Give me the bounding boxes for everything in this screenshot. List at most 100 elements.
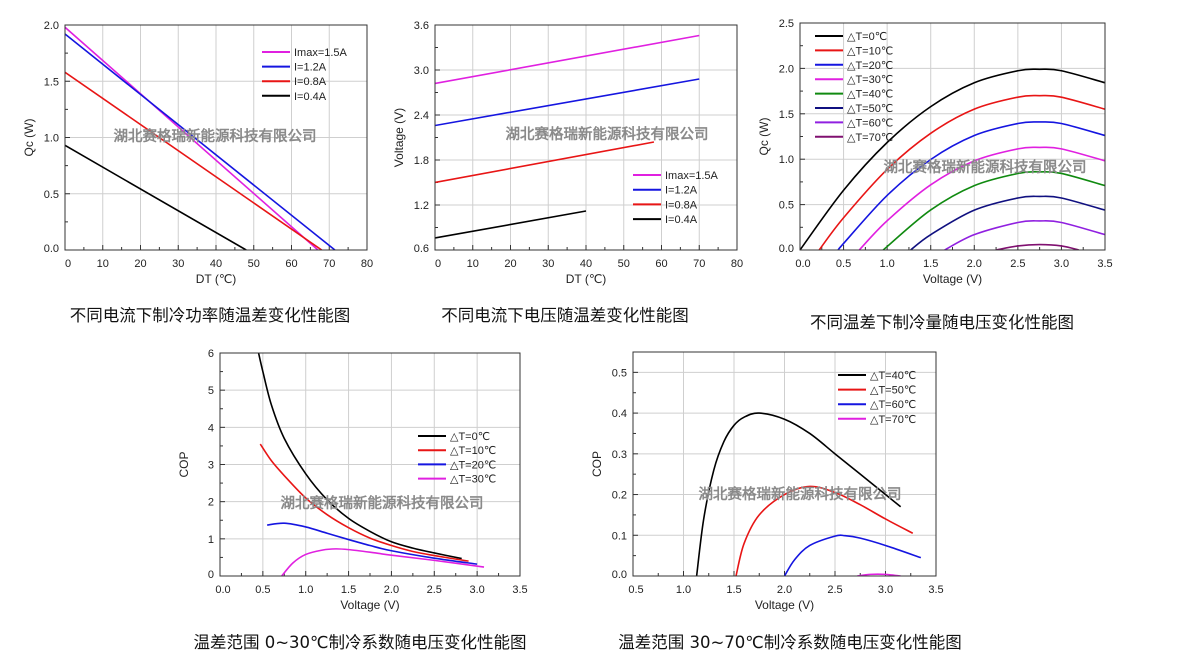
legend-label: I=0.4A [665, 214, 698, 226]
y-tick-label: 1.5 [779, 109, 794, 121]
x-tick-label: 30 [542, 258, 554, 270]
legend-label: I=1.2A [294, 62, 327, 74]
chart-2-caption: 不同电流下电压随温差变化性能图 [441, 306, 689, 325]
y-tick-label: 0.0 [612, 569, 627, 581]
plot-frame [219, 352, 521, 577]
plot-frame [799, 22, 1106, 251]
x-tick-label: 3.5 [928, 584, 943, 596]
x-tick-label: 1.0 [298, 584, 313, 596]
y-tick-label: 0.4 [612, 408, 627, 420]
x-tick-label: 20 [504, 258, 516, 270]
legend-label: △T=30℃ [847, 74, 893, 86]
x-tick-label: 0.5 [628, 584, 643, 596]
chart-1: 0 10 20 30 40 50 60 70 80 0.0 0.5 1.0 1.5 2.0 DT (℃) Qc… [22, 20, 373, 286]
legend-label: Imax=1.5A [294, 47, 348, 59]
legend-label: △T=60℃ [870, 399, 916, 411]
y-tick-label: 1 [208, 534, 214, 546]
legend-label: I=1.2A [665, 185, 698, 197]
y-tick-label: 2.5 [779, 18, 794, 30]
y-axis-label: COP [177, 451, 191, 477]
chart-1-caption: 不同电流下制冷功率随温差变化性能图 [69, 306, 351, 325]
x-tick-label: 3.5 [1097, 258, 1112, 270]
y-tick-label: 2.4 [414, 110, 429, 122]
x-tick-label: 3.0 [1054, 258, 1069, 270]
chart-3-caption: 不同温差下制冷量随电压变化性能图 [810, 313, 1074, 332]
y-tick-label: 0.5 [779, 200, 794, 212]
x-tick-label: 3.0 [878, 584, 893, 596]
y-tick-label: 2.0 [779, 63, 794, 75]
y-axis-label: Qc (W) [22, 119, 36, 157]
legend-label: △T=40℃ [870, 370, 916, 382]
watermark-text: 湖北赛格瑞新能源科技有限公司 [884, 158, 1087, 176]
x-axis-label: Voltage (V) [755, 598, 814, 612]
series-line-4 [858, 146, 1105, 250]
x-tick-label: 80 [361, 258, 373, 270]
x-tick-label: 0 [435, 258, 441, 270]
x-tick-label: 1.0 [676, 584, 691, 596]
series-line-4 [65, 144, 247, 250]
series-line-4 [857, 573, 901, 576]
legend-label: △T=30℃ [450, 474, 496, 486]
series-line-1 [257, 353, 462, 560]
series-line-3 [267, 522, 478, 565]
y-tick-label: 2 [208, 497, 214, 509]
x-tick-label: 0.0 [795, 258, 810, 270]
series-line-3 [783, 534, 922, 576]
series-line-7 [944, 220, 1105, 250]
watermark-text: 湖北赛格瑞新能源科技有限公司 [506, 125, 709, 143]
y-tick-label: 6 [208, 348, 214, 360]
chart-5-caption: 温差范围 30~70℃制冷系数随电压变化性能图 [618, 633, 962, 652]
x-tick-label: 10 [97, 258, 109, 270]
legend-label: △T=20℃ [450, 459, 496, 471]
x-tick-label: 20 [134, 258, 146, 270]
y-tick-label: 2.0 [44, 20, 59, 32]
x-tick-label: 0 [65, 258, 71, 270]
series-line-1 [65, 26, 319, 250]
x-tick-label: 70 [693, 258, 705, 270]
legend-label: △T=50℃ [870, 385, 916, 397]
watermark-text: 湖北赛格瑞新能源科技有限公司 [699, 485, 902, 503]
y-tick-label: 1.0 [779, 154, 794, 166]
plot-frame [64, 24, 368, 251]
x-tick-label: 60 [285, 258, 297, 270]
y-tick-label: 1.5 [44, 76, 59, 88]
x-tick-label: 1.5 [923, 258, 938, 270]
y-tick-label: 5 [208, 385, 214, 397]
chart-5: 0.5 1.0 1.5 2.0 2.5 3.0 3.5 0.0 0.1 0.2 0.3 0.4 0.5 V… [590, 351, 944, 612]
y-tick-label: 3.0 [414, 65, 429, 77]
y-axis-label: Voltage (V) [392, 108, 406, 167]
series-line-4 [435, 210, 587, 239]
y-tick-label: 0.1 [612, 530, 627, 542]
legend-label: I=0.8A [294, 76, 327, 88]
legend-label: △T=20℃ [847, 60, 893, 72]
x-axis-label: Voltage (V) [340, 598, 399, 612]
series-line-2 [818, 94, 1105, 250]
series-line-1 [695, 412, 902, 576]
y-axis-label: Qc (W) [757, 118, 771, 156]
y-tick-label: 0.5 [44, 189, 59, 201]
y-tick-label: 0.3 [612, 449, 627, 461]
y-tick-label: 0 [208, 569, 214, 581]
legend-label: △T=40℃ [847, 89, 893, 101]
y-tick-label: 3 [208, 460, 214, 472]
x-tick-label: 1.0 [879, 258, 894, 270]
watermark-text: 湖北赛格瑞新能源科技有限公司 [114, 127, 317, 145]
series-line-2 [259, 443, 469, 562]
series-line-8 [995, 243, 1080, 250]
x-tick-label: 10 [467, 258, 479, 270]
x-tick-label: 1.5 [341, 584, 356, 596]
y-tick-label: 0.5 [612, 367, 627, 379]
y-tick-label: 4 [208, 422, 214, 434]
y-tick-label: 0.6 [414, 243, 429, 255]
x-tick-label: 2.5 [1010, 258, 1025, 270]
y-tick-label: 1.2 [414, 200, 429, 212]
x-tick-label: 70 [323, 258, 335, 270]
series-line-3 [435, 141, 655, 184]
series-line-5 [882, 170, 1105, 250]
x-tick-label: 30 [172, 258, 184, 270]
legend-label: I=0.8A [665, 199, 698, 211]
legend-label: Imax=1.5A [665, 170, 719, 182]
x-tick-label: 2.0 [384, 584, 399, 596]
legend-label: △T=0℃ [847, 31, 887, 43]
